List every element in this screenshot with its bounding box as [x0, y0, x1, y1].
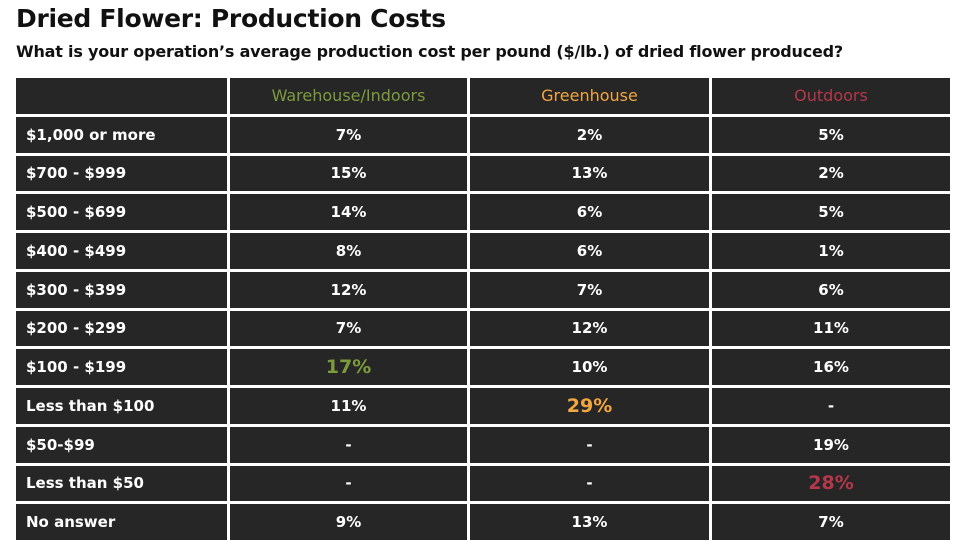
value-cell-greenhouse: 12%: [470, 310, 709, 347]
row-label: $100 - $199: [16, 349, 227, 385]
value-cell-warehouse-indoors: 11%: [230, 388, 467, 424]
value-cell-outdoors: -: [712, 388, 950, 424]
value-cell-outdoors: 7%: [712, 504, 950, 540]
value-cell-greenhouse: 6%: [470, 233, 709, 269]
value-cell-warehouse-indoors: -: [230, 465, 467, 502]
value-cell-greenhouse: 6%: [470, 194, 709, 230]
page-title: Dried Flower: Production Costs: [16, 4, 446, 33]
value-cell-outdoors: 16%: [712, 349, 950, 385]
value-cell-warehouse-indoors: 14%: [230, 194, 467, 230]
value-cell-warehouse-indoors: -: [230, 426, 467, 463]
value-cell-warehouse-indoors: 7%: [230, 116, 467, 153]
row-label: Less than $100: [16, 388, 227, 424]
value-cell-outdoors: 2%: [712, 155, 950, 192]
value-cell-greenhouse: 7%: [470, 271, 709, 308]
value-cell-warehouse-indoors: 12%: [230, 271, 467, 308]
value-cell-greenhouse: 2%: [470, 116, 709, 153]
table-header-corner: [16, 78, 227, 114]
column-header-outdoors: Outdoors: [712, 78, 950, 114]
value-cell-warehouse-indoors: 7%: [230, 310, 467, 347]
value-cell-outdoors: 28%: [712, 465, 950, 502]
value-cell-outdoors: 11%: [712, 310, 950, 347]
value-cell-greenhouse: 13%: [470, 504, 709, 540]
row-label: $200 - $299: [16, 310, 227, 347]
row-label: $300 - $399: [16, 271, 227, 308]
row-label: Less than $50: [16, 465, 227, 502]
row-label: $700 - $999: [16, 155, 227, 192]
row-label: No answer: [16, 504, 227, 540]
column-header-warehouse-indoors: Warehouse/Indoors: [230, 78, 467, 114]
value-cell-warehouse-indoors: 17%: [230, 349, 467, 385]
column-header-greenhouse: Greenhouse: [470, 78, 709, 114]
page-subtitle: What is your operation’s average product…: [16, 42, 843, 61]
value-cell-warehouse-indoors: 15%: [230, 155, 467, 192]
row-label: $50-$99: [16, 426, 227, 463]
value-cell-outdoors: 5%: [712, 116, 950, 153]
value-cell-greenhouse: 13%: [470, 155, 709, 192]
production-cost-table: Warehouse/Indoors Greenhouse Outdoors $1…: [16, 78, 950, 540]
value-cell-warehouse-indoors: 9%: [230, 504, 467, 540]
value-cell-outdoors: 6%: [712, 271, 950, 308]
row-label: $1,000 or more: [16, 116, 227, 153]
value-cell-greenhouse: -: [470, 426, 709, 463]
row-label: $400 - $499: [16, 233, 227, 269]
value-cell-outdoors: 5%: [712, 194, 950, 230]
value-cell-outdoors: 1%: [712, 233, 950, 269]
row-label: $500 - $699: [16, 194, 227, 230]
value-cell-greenhouse: -: [470, 465, 709, 502]
value-cell-greenhouse: 10%: [470, 349, 709, 385]
value-cell-warehouse-indoors: 8%: [230, 233, 467, 269]
value-cell-greenhouse: 29%: [470, 388, 709, 424]
value-cell-outdoors: 19%: [712, 426, 950, 463]
